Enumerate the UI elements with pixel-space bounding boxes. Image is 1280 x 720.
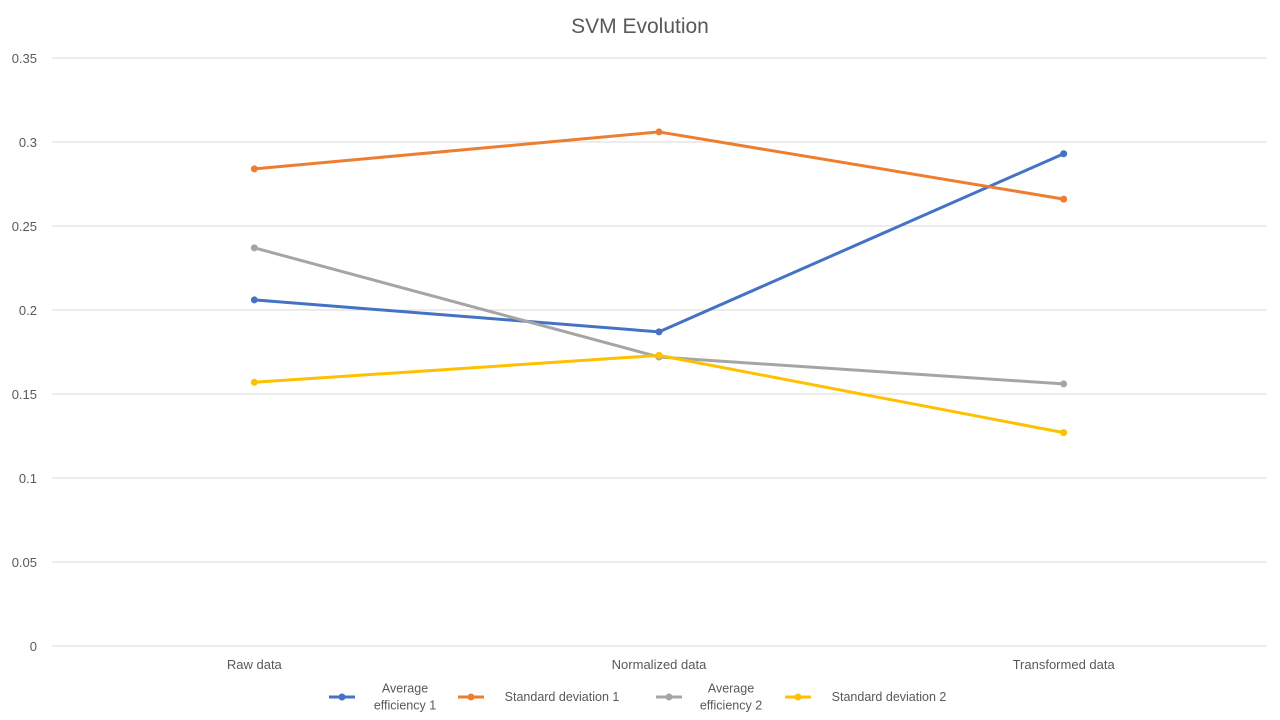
legend-entry: Standard deviation 2: [785, 690, 946, 704]
series-lines: [250, 128, 1068, 437]
legend-swatch-marker: [665, 693, 673, 701]
data-point: [655, 351, 663, 359]
x-tick-label: Raw data: [227, 657, 283, 672]
legend-label: efficiency 2: [700, 699, 762, 713]
legend: Average efficiency 1 Standard deviation 1 A…: [329, 682, 946, 713]
legend-label: Standard deviation 1: [505, 690, 620, 704]
y-tick-label: 0: [30, 639, 37, 654]
series-3: [250, 244, 1068, 388]
x-tick-label: Transformed data: [1013, 657, 1116, 672]
legend-entry: Average efficiency 2: [656, 682, 762, 713]
series-4: [250, 351, 1068, 437]
y-tick-label: 0.1: [19, 471, 37, 486]
legend-entry: Standard deviation 1: [458, 690, 619, 704]
y-tick-label: 0.05: [12, 555, 37, 570]
legend-swatch-marker: [467, 693, 475, 701]
y-axis-tick-labels: 0 0.05 0.1 0.15 0.2 0.25 0.3 0.35: [12, 51, 37, 654]
data-point: [1060, 195, 1068, 203]
series-1: [250, 150, 1068, 336]
x-tick-label: Normalized data: [612, 657, 707, 672]
series-2: [250, 128, 1068, 203]
legend-label: Average: [708, 682, 754, 696]
legend-entry: Average efficiency 1: [329, 682, 436, 713]
gridlines: [52, 57, 1266, 647]
data-point: [1060, 380, 1068, 388]
data-point: [250, 378, 258, 386]
y-tick-label: 0.35: [12, 51, 37, 66]
y-tick-label: 0.15: [12, 387, 37, 402]
data-point: [655, 128, 663, 136]
legend-swatch-marker: [794, 693, 802, 701]
legend-label: Standard deviation 2: [832, 690, 947, 704]
y-tick-label: 0.2: [19, 303, 37, 318]
y-tick-label: 0.25: [12, 219, 37, 234]
data-point: [250, 296, 258, 304]
series-line: [252, 246, 1066, 386]
chart-title: SVM Evolution: [571, 15, 709, 38]
data-point: [1060, 429, 1068, 437]
legend-label: Average: [382, 682, 428, 696]
data-point: [250, 244, 258, 252]
data-point: [655, 328, 663, 336]
legend-label: efficiency 1: [374, 699, 436, 713]
y-tick-label: 0.3: [19, 135, 37, 150]
data-point: [1060, 150, 1068, 158]
data-point: [250, 165, 258, 173]
legend-swatch-marker: [338, 693, 346, 701]
x-axis-tick-labels: Raw data Normalized data Transformed data: [227, 657, 1116, 672]
